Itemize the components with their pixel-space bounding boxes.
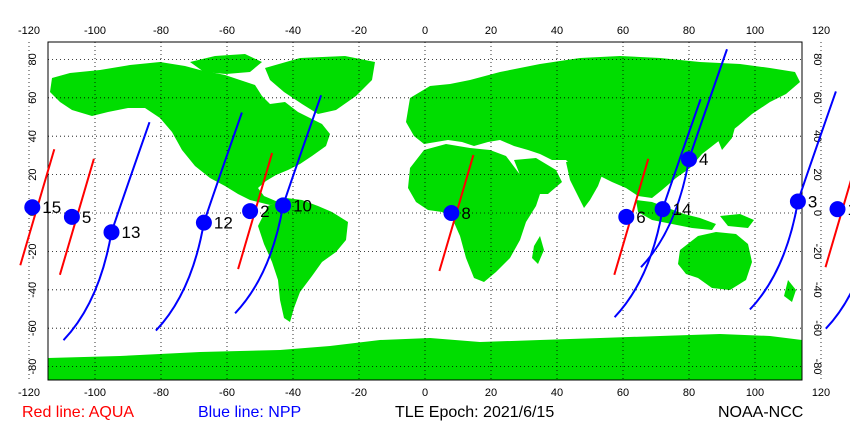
satellite-marker: [242, 203, 259, 220]
satellite-label: 12: [214, 214, 233, 233]
land-greenland: [265, 56, 375, 114]
satellite-marker: [195, 214, 212, 231]
top-axis-tick: 100: [746, 25, 764, 37]
satellite-label: 8: [461, 204, 470, 223]
satellite-marker: [789, 193, 806, 210]
top-axis-tick: 60: [617, 25, 629, 37]
right-axis-tick: -60: [811, 320, 823, 336]
bottom-axis-tick: 20: [485, 387, 497, 399]
satellite-label: 2: [260, 202, 269, 221]
right-axis-tick: -20: [811, 243, 823, 259]
land-british-isles: [428, 102, 444, 122]
bottom-axis-tick: 120: [812, 387, 830, 399]
map-frame: [47, 41, 803, 381]
right-axis-tick: 80: [811, 53, 823, 65]
bottom-axis-tick: -20: [351, 387, 367, 399]
bottom-axis-tick: 60: [617, 387, 629, 399]
satellite-marker: [654, 201, 671, 218]
top-axis-tick: -80: [153, 25, 169, 37]
bottom-axis-tick: -40: [285, 387, 301, 399]
satellite-label: 4: [699, 150, 708, 169]
top-axis-tick: 0: [422, 25, 428, 37]
left-axis-tick: 80: [27, 53, 39, 65]
bottom-axis-tick: -120: [18, 387, 40, 399]
top-axis-tick: -40: [285, 25, 301, 37]
npp-ground-track: [825, 292, 850, 330]
satellite-label: 5: [82, 208, 91, 227]
land-madagascar: [532, 236, 544, 264]
left-axis-tick: -80: [27, 359, 39, 375]
satellite-marker: [618, 208, 635, 225]
land-new-guinea: [720, 214, 754, 228]
left-axis-tick: -20: [27, 243, 39, 259]
land-australia: [678, 232, 752, 290]
left-axis-tick: 60: [27, 92, 39, 104]
satellite-label: 13: [122, 223, 141, 242]
bottom-axis-tick: 40: [551, 387, 563, 399]
satellite-label: 11: [848, 200, 850, 219]
right-axis-tick: 0: [811, 210, 823, 216]
satellite-label: 6: [636, 208, 645, 227]
land-new-zealand: [784, 280, 796, 302]
legend-epoch: TLE Epoch: 2021/6/15: [395, 404, 555, 421]
left-axis-tick: 40: [27, 130, 39, 142]
satellite-marker: [24, 199, 41, 216]
legend-credit: NOAA-NCC: [718, 404, 804, 421]
top-axis-tick: 120: [812, 25, 830, 37]
grid-lines: [28, 42, 822, 380]
top-axis-tick: -120: [18, 25, 40, 37]
right-axis-tick: -40: [811, 282, 823, 298]
right-axis-tick: -80: [811, 359, 823, 375]
land-africa: [408, 144, 540, 282]
satellite-marker: [103, 224, 120, 241]
top-axis-tick: 80: [683, 25, 695, 37]
top-axis-tick: -60: [219, 25, 235, 37]
left-axis-tick: -40: [27, 282, 39, 298]
satellite-label: 15: [42, 198, 61, 217]
bottom-axis-tick: -100: [84, 387, 106, 399]
land-japan: [718, 124, 736, 150]
bottom-axis-tick: 0: [422, 387, 428, 399]
top-axis-tick: 40: [551, 25, 563, 37]
legend-aqua: Red line: AQUA: [22, 404, 135, 421]
satellite-marker: [63, 208, 80, 225]
land-india: [566, 160, 604, 208]
bottom-axis-tick: -80: [153, 387, 169, 399]
satellite-marker: [443, 205, 460, 221]
left-axis-tick: -60: [27, 320, 39, 336]
land-south-america: [258, 198, 348, 322]
left-axis-tick: 20: [27, 168, 39, 180]
top-axis-tick: 20: [485, 25, 497, 37]
satellite-marker: [829, 201, 846, 218]
satellite-label: 14: [673, 200, 692, 219]
right-axis-tick: 20: [811, 168, 823, 180]
land-antarctica: [48, 334, 802, 380]
satellite-marker: [681, 151, 697, 168]
satellite-label: 10: [293, 196, 312, 215]
land-masses: [48, 54, 802, 380]
top-axis-tick: -20: [351, 25, 367, 37]
legend-npp: Blue line: NPP: [198, 404, 302, 421]
satellite-marker: [275, 197, 292, 214]
land-arabia: [514, 158, 562, 194]
top-axis-tick: -100: [84, 25, 106, 37]
land-eurasia: [406, 56, 800, 198]
right-axis-tick: 60: [811, 92, 823, 104]
bottom-axis-tick: -60: [219, 387, 235, 399]
bottom-axis-tick: 100: [746, 387, 764, 399]
satellite-label: 3: [808, 192, 817, 211]
bottom-axis-tick: 80: [683, 387, 695, 399]
satellite-markers: 123456789101112131415: [24, 150, 850, 242]
